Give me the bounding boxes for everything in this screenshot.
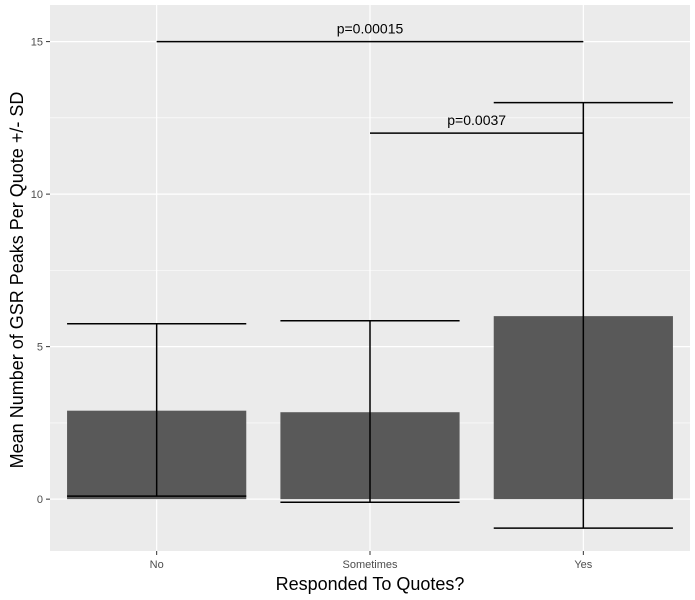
y-axis-title: Mean Number of GSR Peaks Per Quote +/- S… — [7, 92, 27, 469]
y-tick-label: 0 — [37, 494, 43, 506]
x-axis: No Sometimes Yes — [150, 551, 593, 571]
significance-label: p=0.00015 — [337, 21, 404, 37]
x-tick-label: Yes — [574, 559, 592, 571]
x-tick-label: No — [150, 559, 164, 571]
y-tick-label: 5 — [37, 342, 43, 354]
y-tick-label: 15 — [31, 37, 43, 49]
significance-label: p=0.0037 — [447, 112, 506, 128]
annotations: p=0.00015 p=0.0037 — [156, 21, 584, 134]
x-axis-title: Responded To Quotes? — [276, 574, 465, 594]
y-tick-label: 10 — [31, 189, 43, 201]
x-tick-label: Sometimes — [342, 559, 398, 571]
y-axis: 0 5 10 15 — [31, 37, 50, 506]
error-bars — [67, 101, 673, 529]
